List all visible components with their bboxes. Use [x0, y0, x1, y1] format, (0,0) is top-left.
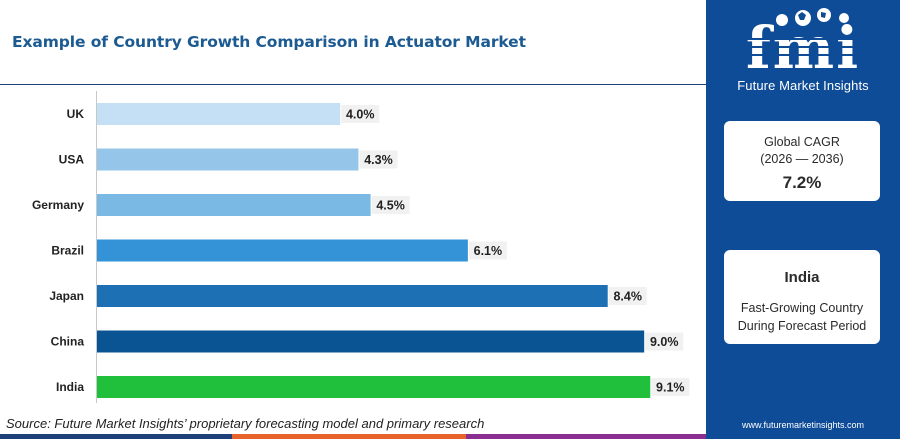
category-label-usa: USA: [59, 153, 85, 167]
value-tag-japan: [608, 287, 647, 305]
fastest-country-name: India: [784, 269, 820, 286]
category-label-india: India: [56, 380, 84, 394]
bar-india: [97, 376, 651, 398]
title-divider: [0, 84, 706, 85]
value-label-japan: 8.4%: [613, 290, 642, 304]
sidebar: fmi Future Market Insights Global CAGR (…: [706, 0, 900, 439]
category-label-china: China: [51, 335, 85, 349]
value-label-usa: 4.3%: [364, 153, 393, 167]
value-label-brazil: 6.1%: [474, 244, 503, 258]
stripe-segment-navy: [0, 434, 232, 439]
value-tag-brazil: [468, 241, 507, 260]
fmi-logo-mark: fmi: [726, 8, 880, 82]
category-axis-line: [96, 91, 97, 403]
value-label-germany: 4.5%: [376, 199, 405, 213]
bar-china: [97, 330, 645, 353]
value-tag-usa: [359, 150, 398, 169]
category-label-brazil: Brazil: [51, 244, 84, 258]
globe-icon: [776, 8, 849, 26]
value-tag-germany: [371, 196, 410, 214]
bottom-color-stripe: [0, 434, 706, 439]
website-link[interactable]: www.futuremarketinsights.com: [741, 420, 865, 430]
bar-japan: [97, 285, 608, 307]
value-label-uk: 4.0%: [346, 108, 375, 122]
fmi-logo: fmi Future Market Insights: [706, 0, 900, 100]
brand-name: Future Market Insights: [737, 78, 869, 93]
bar-germany: [97, 194, 371, 216]
global-cagr-card: Global CAGR (2026 — 2036) 7.2%: [724, 121, 880, 201]
value-tag-uk: [341, 105, 380, 123]
fastest-country-desc-line1: Fast-Growing Country: [740, 301, 864, 315]
fastest-country-desc-line2: During Forecast Period: [737, 319, 867, 333]
stripe-segment-purple: [466, 434, 706, 439]
value-tag-china: [645, 332, 684, 351]
value-label-china: 9.0%: [650, 335, 679, 349]
value-label-india: 9.1%: [656, 381, 685, 395]
cagr-value: 7.2%: [782, 173, 822, 192]
cagr-period: (2026 — 2036): [760, 152, 844, 166]
category-label-uk: UK: [67, 107, 85, 121]
bar-uk: [97, 103, 341, 125]
category-label-germany: Germany: [32, 198, 84, 212]
category-label-japan: Japan: [49, 289, 84, 303]
bar-chart: UK 4.0% USA 4.3% Germany 4.5% Brazil 6.1% Japan 8…: [32, 103, 690, 398]
fastest-country-card: India Fast-Growing Country During Foreca…: [724, 250, 880, 344]
value-tag-india: [651, 378, 690, 396]
page-title: Example of Country Growth Comparison in …: [12, 33, 526, 51]
stripe-segment-orange: [232, 434, 466, 439]
bar-usa: [97, 148, 359, 171]
source-note: Source: Future Market Insights’ propriet…: [6, 416, 485, 431]
chart-panel: Example of Country Growth Comparison in …: [0, 33, 706, 439]
bar-brazil: [97, 239, 468, 262]
cagr-label: Global CAGR: [764, 135, 840, 149]
